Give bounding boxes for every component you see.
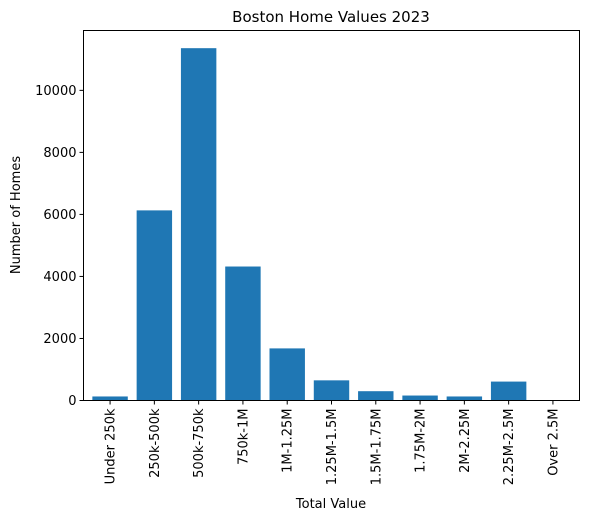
bar-1-25m-1-5m xyxy=(313,380,350,401)
x-tick-label: 1.75M-2M xyxy=(414,409,429,473)
bar-1m-1-25m xyxy=(269,348,305,401)
x-tick-label: 500k-750k xyxy=(192,408,207,478)
x-tick-label: 750k-1M xyxy=(236,409,251,466)
chart-title: Boston Home Values 2023 xyxy=(232,8,430,26)
y-axis-title: Number of Homes xyxy=(9,156,24,274)
y-tick-label: 6000 xyxy=(43,208,76,223)
bar-under-250k xyxy=(92,396,128,401)
x-tick-label: Over 2.5M xyxy=(546,409,561,476)
y-tick-label: 2000 xyxy=(43,332,76,347)
plot-frame xyxy=(83,30,580,401)
bar-2-25m-2-5m xyxy=(490,381,527,401)
x-tick-label: 1.5M-1.75M xyxy=(369,409,384,486)
bar-1-5m-1-75m xyxy=(358,391,394,401)
x-tick-label: 2.25M-2.5M xyxy=(502,409,517,486)
x-tick-label: 1.25M-1.5M xyxy=(325,409,340,486)
x-tick-label: 250k-500k xyxy=(148,408,163,478)
y-tick-label: 8000 xyxy=(43,146,76,161)
bar-1-75m-2m xyxy=(402,395,438,401)
x-axis-title: Total Value xyxy=(295,497,366,512)
bar-250k-500k xyxy=(136,210,173,401)
bar-750k-1m xyxy=(225,266,261,401)
x-tick-label: 1M-1.25M xyxy=(281,409,296,473)
x-tick-label: Under 250k xyxy=(104,408,119,484)
bar-2m-2-25m xyxy=(446,396,483,401)
y-tick-label: 0 xyxy=(68,394,76,409)
y-tick-label: 4000 xyxy=(43,270,76,285)
y-tick-label: 10000 xyxy=(35,84,76,99)
bar-500k-750k xyxy=(180,48,217,401)
x-tick-label: 2M-2.25M xyxy=(458,409,473,473)
